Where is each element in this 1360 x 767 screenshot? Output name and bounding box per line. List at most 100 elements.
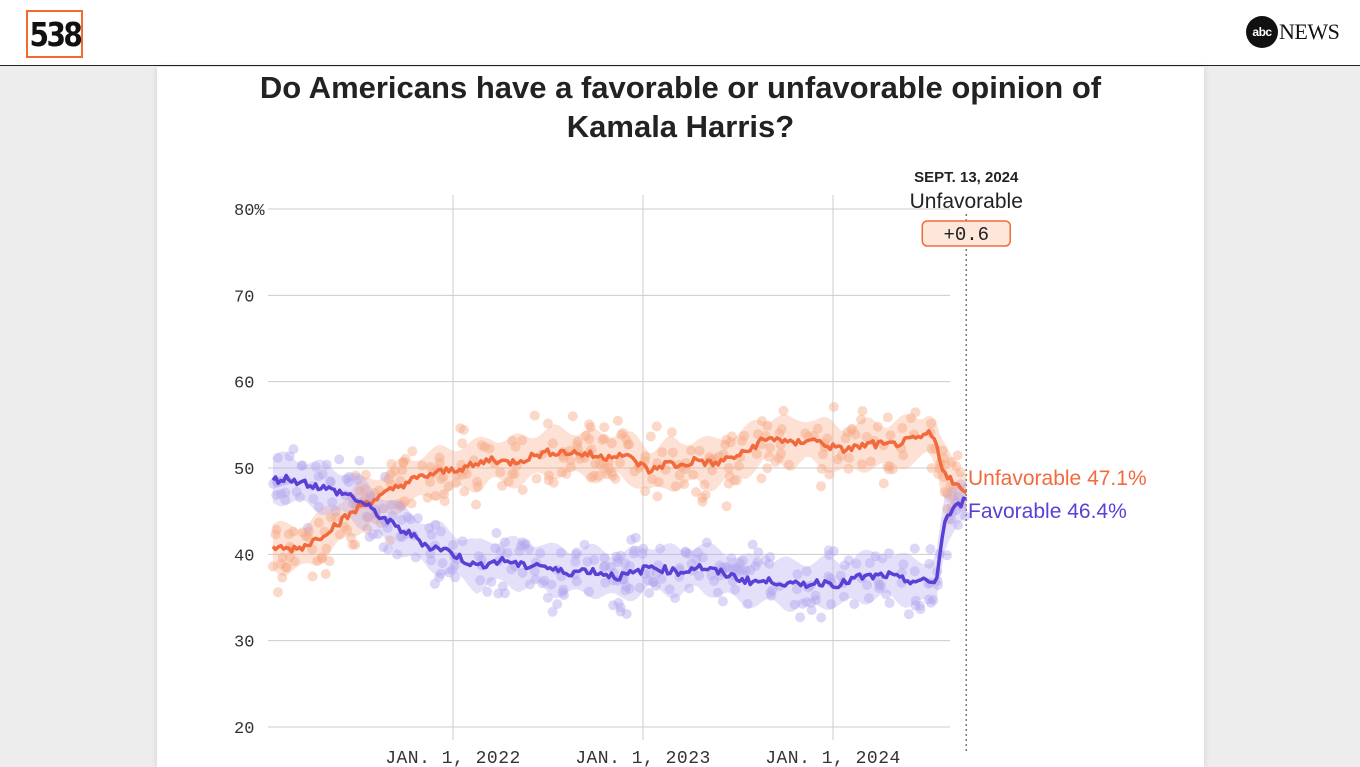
poll-dot [373, 529, 383, 539]
poll-dot [334, 529, 345, 540]
y-tick-label: 50 [234, 461, 254, 480]
poll-dot [620, 585, 631, 596]
poll-dot [280, 494, 291, 505]
poll-dot [666, 427, 677, 438]
poll-dot [960, 511, 971, 522]
poll-dot [924, 558, 935, 569]
poll-dot [475, 575, 486, 586]
poll-dot [872, 421, 883, 432]
poll-dot [507, 468, 518, 479]
poll-dot [316, 553, 327, 564]
poll-dot [325, 476, 336, 487]
poll-dot [839, 591, 849, 602]
poll-dot [296, 460, 307, 471]
poll-dot [524, 579, 535, 590]
poll-dot [405, 514, 416, 525]
poll-dot [307, 571, 318, 582]
poll-dot [479, 441, 490, 452]
poll-dot [778, 405, 789, 416]
margin-badge [921, 220, 1012, 247]
poll-dot [723, 478, 734, 489]
poll-dot [606, 438, 617, 449]
poll-dot [281, 562, 292, 573]
poll-dot [369, 488, 380, 498]
poll-dot [593, 471, 604, 481]
poll-dot [451, 478, 461, 488]
abc-news-logo[interactable]: abc NEWS [1246, 16, 1340, 48]
poll-dot [610, 473, 621, 484]
poll-dot [652, 491, 663, 502]
poll-dot [280, 487, 291, 498]
poll-dot [686, 445, 696, 456]
poll-dot [618, 428, 629, 439]
538-logo[interactable]: 538 [26, 10, 83, 58]
poll-dot [615, 550, 626, 561]
poll-dot [699, 479, 710, 490]
poll-dot [395, 531, 406, 542]
poll-dot [493, 588, 504, 599]
poll-dot [849, 599, 860, 610]
poll-dot [844, 453, 854, 463]
poll-dot [455, 423, 466, 434]
poll-dot [517, 537, 528, 548]
poll-dot [628, 548, 639, 559]
poll-dot [392, 549, 403, 560]
poll-dot [691, 487, 701, 497]
poll-dot [906, 413, 916, 424]
poll-dot [757, 416, 767, 427]
margin-badge-text: +0.6 [943, 224, 989, 246]
poll-dot [745, 565, 756, 576]
poll-dot [764, 451, 774, 462]
poll-dot [324, 556, 335, 567]
poll-dot [320, 569, 331, 579]
poll-dot [686, 558, 697, 569]
poll-dot [910, 407, 921, 418]
poll-dot [383, 474, 394, 485]
x-tick-label: JAN. 1, 2024 [765, 749, 901, 767]
poll-dot [436, 474, 447, 485]
poll-dot [495, 546, 506, 557]
poll-dot [561, 468, 572, 479]
poll-dot [842, 427, 853, 438]
poll-dot [953, 520, 963, 531]
poll-dot [317, 469, 328, 480]
poll-dot [828, 546, 839, 557]
poll-dot [644, 567, 655, 578]
y-tick-label: 80% [234, 202, 265, 221]
poll-dot [490, 543, 501, 554]
poll-dot [747, 539, 758, 550]
poll-dot [303, 532, 314, 543]
poll-dot [434, 457, 445, 468]
poll-dot [706, 570, 717, 581]
poll-dot [430, 519, 441, 530]
poll-dot [910, 600, 921, 611]
poll-dot [291, 486, 302, 497]
poll-dot [843, 463, 854, 474]
poll-dot [548, 477, 559, 488]
y-tick-label: 30 [234, 634, 254, 653]
poll-dot [697, 552, 708, 563]
poll-dot [767, 585, 778, 596]
poll-dot [310, 461, 321, 472]
poll-dot [883, 464, 894, 475]
poll-dot [399, 496, 410, 507]
poll-dot [739, 430, 750, 441]
poll-dot [571, 547, 582, 558]
poll-dot [543, 475, 554, 486]
poll-dot [736, 565, 747, 575]
poll-dot [942, 504, 953, 514]
favorable-trend-line [271, 473, 967, 590]
poll-dot [620, 558, 631, 569]
poll-dot [864, 558, 875, 568]
poll-dot [839, 560, 850, 571]
poll-dot [363, 512, 374, 523]
poll-dot [271, 524, 282, 535]
poll-dot [272, 587, 283, 598]
poll-dot [774, 428, 785, 439]
poll-dot [946, 457, 957, 468]
poll-dot [897, 423, 908, 433]
poll-dot [664, 584, 675, 595]
poll-dot [873, 575, 884, 586]
poll-dot [741, 565, 751, 576]
y-tick-label: 70 [234, 288, 254, 307]
